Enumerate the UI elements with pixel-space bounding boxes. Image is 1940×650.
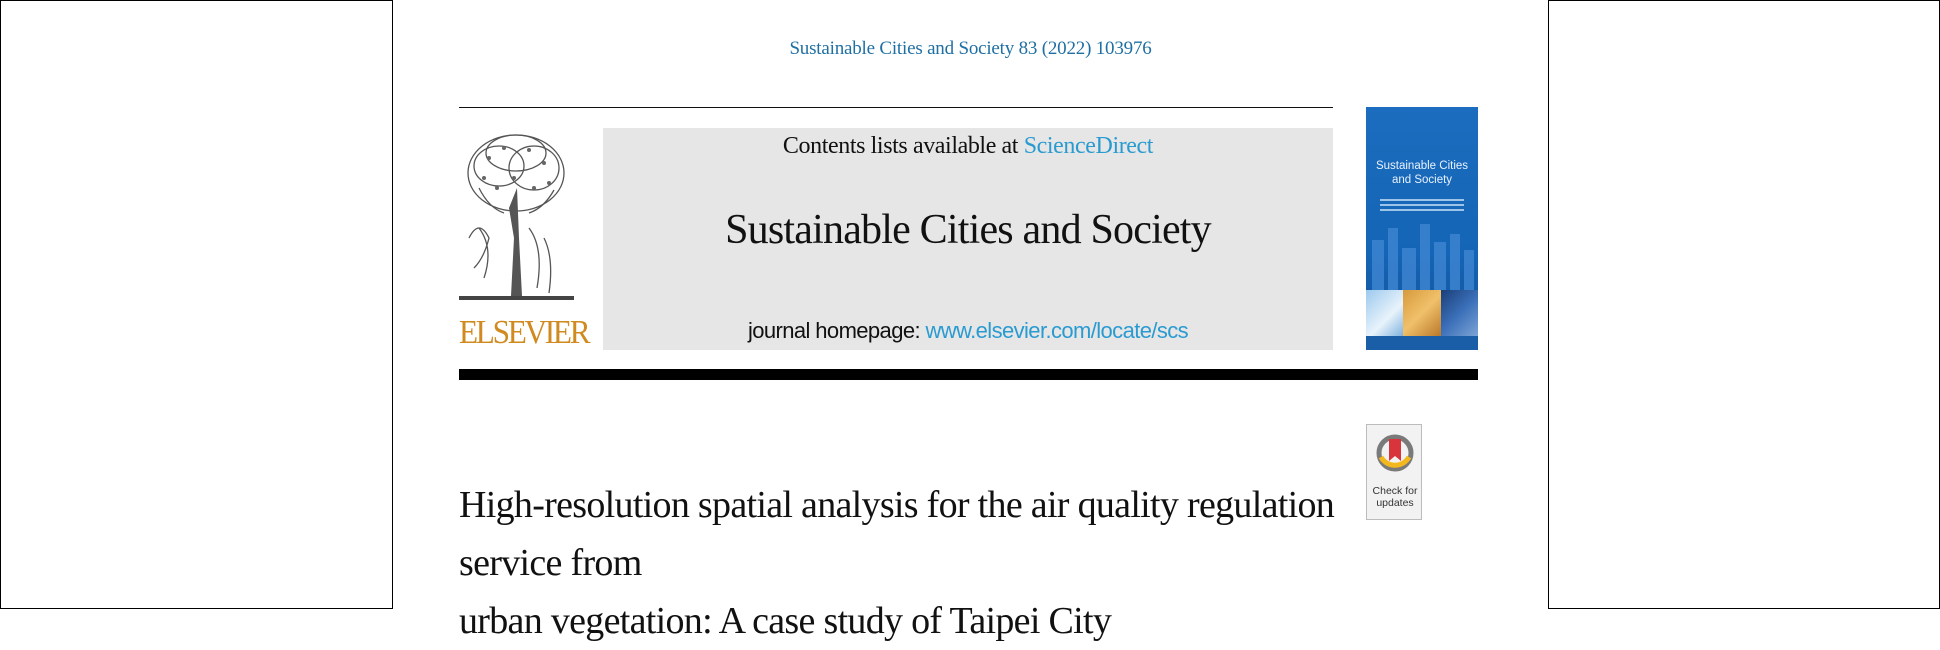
contents-prefix: Contents lists available at — [782, 133, 1019, 159]
tree-logo-icon — [459, 134, 574, 300]
homepage-prefix: journal homepage: — [747, 318, 921, 343]
paper-page: Sustainable Cities and Society 83 (2022)… — [393, 0, 1548, 642]
journal-homepage: journal homepage: www.elsevier.com/locat… — [603, 318, 1333, 344]
journal-cover-thumbnail[interactable]: Sustainable Cities and Society — [1366, 107, 1478, 350]
elsevier-logo: ELSEVIER — [459, 128, 591, 351]
check-for-updates-button[interactable]: Check for updates — [1366, 424, 1422, 520]
article-title: High-resolution spatial analysis for the… — [459, 476, 1359, 650]
homepage-link[interactable]: www.elsevier.com/locate/scs — [925, 318, 1189, 343]
left-margin-panel — [0, 0, 393, 609]
journal-citation[interactable]: Sustainable Cities and Society 83 (2022)… — [789, 38, 1152, 59]
article-title-line-1: High-resolution spatial analysis for the… — [459, 484, 1335, 584]
check-for-updates-icon — [1376, 434, 1414, 472]
cover-title: Sustainable Cities and Society — [1375, 160, 1469, 186]
cover-editor-lines — [1380, 199, 1464, 213]
banner-bottom-rule — [459, 369, 1478, 380]
publisher-wordmark: ELSEVIER — [459, 314, 591, 351]
cover-photo-strip — [1366, 290, 1478, 336]
right-margin-panel — [1548, 0, 1940, 609]
cover-footer — [1366, 336, 1478, 350]
sciencedirect-link[interactable]: ScienceDirect — [1023, 133, 1154, 159]
header-divider — [459, 107, 1333, 108]
journal-title: Sustainable Cities and Society — [725, 207, 1212, 253]
article-title-line-2: urban vegetation: A case study of Taipei… — [459, 600, 1112, 642]
journal-banner: Contents lists available at ScienceDirec… — [603, 128, 1333, 350]
cover-skyline-icon — [1372, 224, 1474, 290]
contents-availability: Contents lists available at ScienceDirec… — [603, 133, 1333, 160]
check-for-updates-label: Check for updates — [1372, 485, 1418, 509]
